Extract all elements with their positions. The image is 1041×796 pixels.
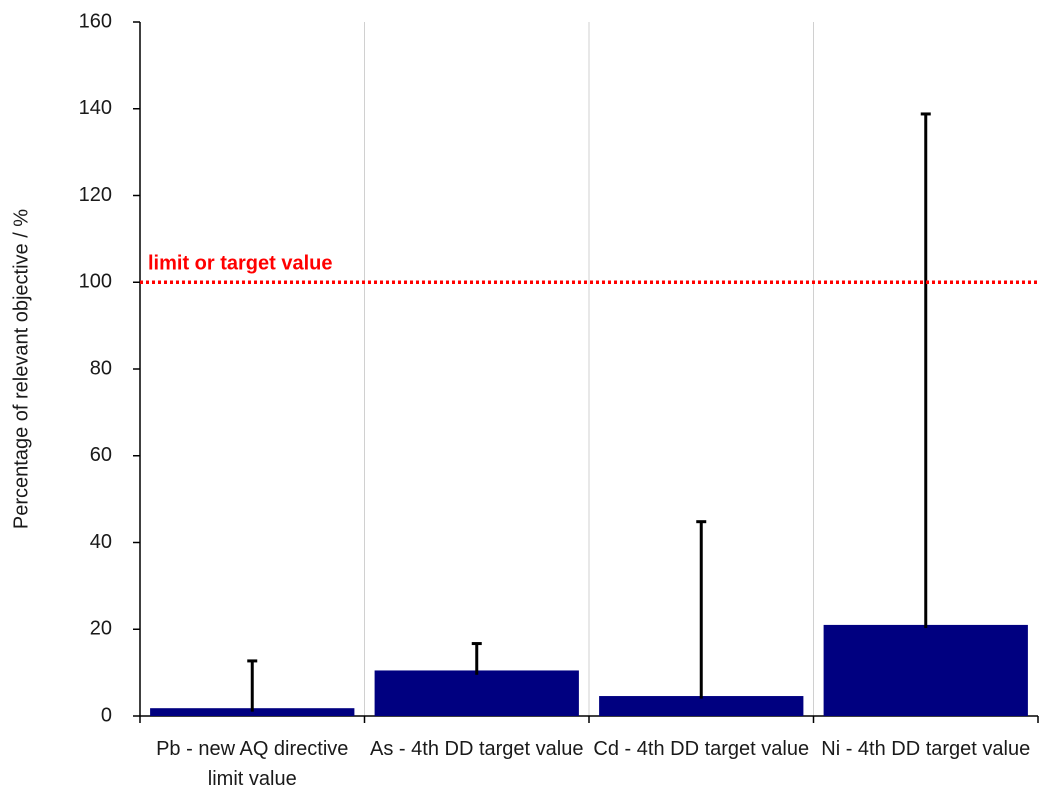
y-tick-label: 80 [90, 357, 112, 379]
bar [599, 696, 804, 716]
y-tick-label: 60 [90, 444, 112, 466]
bar [823, 624, 1028, 716]
y-tick-label: 0 [101, 704, 112, 726]
y-axis-label: Percentage of relevant objective / % [10, 209, 32, 529]
y-tick-label: 20 [90, 618, 112, 640]
y-tick-label: 40 [90, 531, 112, 553]
x-tick-label: Cd - 4th DD target value [593, 738, 810, 760]
y-tick-label: 160 [79, 10, 112, 32]
y-tick-label: 120 [79, 184, 112, 206]
y-tick-label: 100 [79, 271, 112, 293]
y-tick-label: 140 [79, 97, 112, 119]
x-tick-label: Ni - 4th DD target value [821, 738, 1031, 760]
reference-label: limit or target value [148, 253, 333, 275]
bar [150, 708, 355, 716]
x-tick-label: As - 4th DD target value [370, 738, 584, 760]
x-tick-label: Pb - new AQ directive limit value [156, 738, 349, 790]
bar [374, 670, 579, 716]
